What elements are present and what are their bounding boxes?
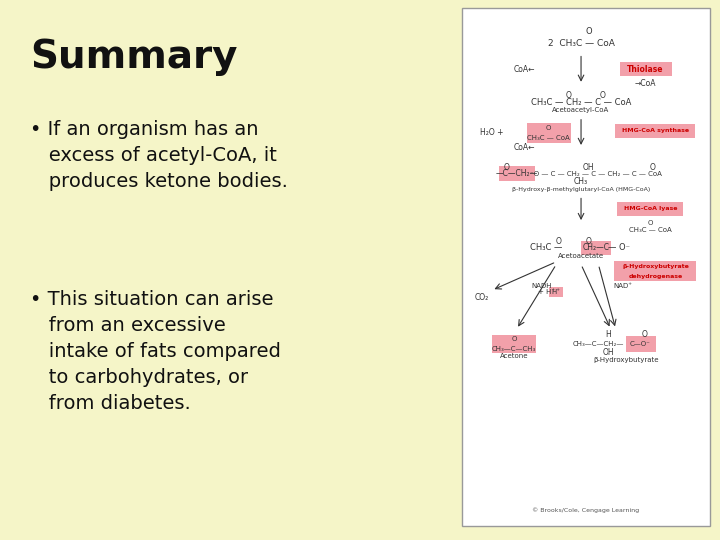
Bar bbox=[492, 335, 536, 353]
Text: CoA←: CoA← bbox=[513, 143, 535, 152]
Text: CH₃—C—CH₃: CH₃—C—CH₃ bbox=[492, 346, 536, 352]
Text: HMG-CoA synthase: HMG-CoA synthase bbox=[622, 129, 689, 133]
Text: O: O bbox=[600, 91, 606, 99]
Text: 2  CH₃C — CoA: 2 CH₃C — CoA bbox=[548, 39, 614, 48]
Text: CH₃C —: CH₃C — bbox=[530, 244, 562, 252]
Text: O: O bbox=[504, 163, 510, 172]
Text: dehydrogenase: dehydrogenase bbox=[629, 274, 683, 279]
Text: CH₂—C: CH₂—C bbox=[582, 244, 609, 252]
Text: OH: OH bbox=[603, 348, 614, 357]
Text: from an excessive: from an excessive bbox=[30, 316, 226, 335]
Text: • If an organism has an: • If an organism has an bbox=[30, 120, 258, 139]
Text: β-Hydroxybutyrate: β-Hydroxybutyrate bbox=[622, 264, 689, 268]
Text: CO₂: CO₂ bbox=[474, 293, 489, 301]
Text: O: O bbox=[566, 91, 572, 99]
Text: from diabetes.: from diabetes. bbox=[30, 394, 191, 413]
Text: to carbohydrates, or: to carbohydrates, or bbox=[30, 368, 248, 387]
Text: CoA←: CoA← bbox=[513, 65, 535, 73]
Text: β-Hydroxy-β-methylglutaryl-CoA (HMG-CoA): β-Hydroxy-β-methylglutaryl-CoA (HMG-CoA) bbox=[512, 187, 650, 192]
Text: intake of fats compared: intake of fats compared bbox=[30, 342, 281, 361]
Text: H₂O +: H₂O + bbox=[480, 128, 503, 137]
Text: CH₃C — CH₂ — C — CoA: CH₃C — CH₂ — C — CoA bbox=[531, 98, 631, 107]
Text: O: O bbox=[586, 237, 592, 246]
Bar bbox=[618, 202, 683, 216]
Bar bbox=[498, 166, 534, 181]
Text: NAD⁺: NAD⁺ bbox=[613, 282, 633, 289]
Bar bbox=[527, 123, 571, 143]
Text: OH: OH bbox=[582, 163, 594, 172]
Text: CH₃C — CoA: CH₃C — CoA bbox=[629, 227, 672, 233]
Text: CH₃—C—CH₂—: CH₃—C—CH₂— bbox=[572, 341, 624, 347]
Text: Acetone: Acetone bbox=[500, 353, 528, 359]
Bar bbox=[581, 241, 611, 255]
Text: CH₃C — CoA: CH₃C — CoA bbox=[528, 136, 570, 141]
Text: O: O bbox=[648, 220, 653, 226]
Text: O: O bbox=[556, 237, 562, 246]
Text: H⁺: H⁺ bbox=[552, 289, 561, 295]
Bar bbox=[626, 336, 655, 352]
Text: O: O bbox=[650, 163, 656, 172]
Text: O: O bbox=[642, 330, 647, 339]
Text: — O⁻: — O⁻ bbox=[608, 244, 630, 252]
Text: β-Hydroxybutyrate: β-Hydroxybutyrate bbox=[593, 357, 659, 363]
Text: • This situation can arise: • This situation can arise bbox=[30, 290, 274, 309]
Text: H: H bbox=[606, 330, 611, 339]
Text: Summary: Summary bbox=[30, 38, 238, 76]
Bar bbox=[462, 8, 710, 526]
Text: Thiolase: Thiolase bbox=[627, 65, 664, 73]
Text: © Brooks/Cole, Cengage Learning: © Brooks/Cole, Cengage Learning bbox=[532, 508, 639, 514]
Text: —C—CH₂—: —C—CH₂— bbox=[495, 169, 538, 178]
Bar bbox=[549, 287, 563, 297]
Text: Acetoacetyl-CoA: Acetoacetyl-CoA bbox=[552, 107, 610, 113]
Text: excess of acetyl-CoA, it: excess of acetyl-CoA, it bbox=[30, 146, 277, 165]
Text: →CoA: →CoA bbox=[635, 79, 656, 87]
Text: HMG-CoA lyase: HMG-CoA lyase bbox=[624, 206, 678, 212]
Text: + H⁺: + H⁺ bbox=[538, 289, 555, 295]
Text: NADH: NADH bbox=[531, 282, 552, 289]
Text: O: O bbox=[511, 336, 517, 342]
Text: ⁻O — C — CH₂ — C — CH₂ — C — CoA: ⁻O — C — CH₂ — C — CH₂ — C — CoA bbox=[530, 171, 662, 177]
Text: O: O bbox=[546, 125, 552, 131]
Text: CH₃: CH₃ bbox=[574, 177, 588, 186]
Bar bbox=[619, 62, 672, 76]
Text: O: O bbox=[586, 27, 593, 36]
Bar bbox=[614, 261, 696, 281]
Bar bbox=[616, 124, 696, 138]
Text: C—O⁻: C—O⁻ bbox=[630, 341, 651, 347]
Text: Acetoacetate: Acetoacetate bbox=[558, 253, 604, 259]
Text: produces ketone bodies.: produces ketone bodies. bbox=[30, 172, 288, 191]
